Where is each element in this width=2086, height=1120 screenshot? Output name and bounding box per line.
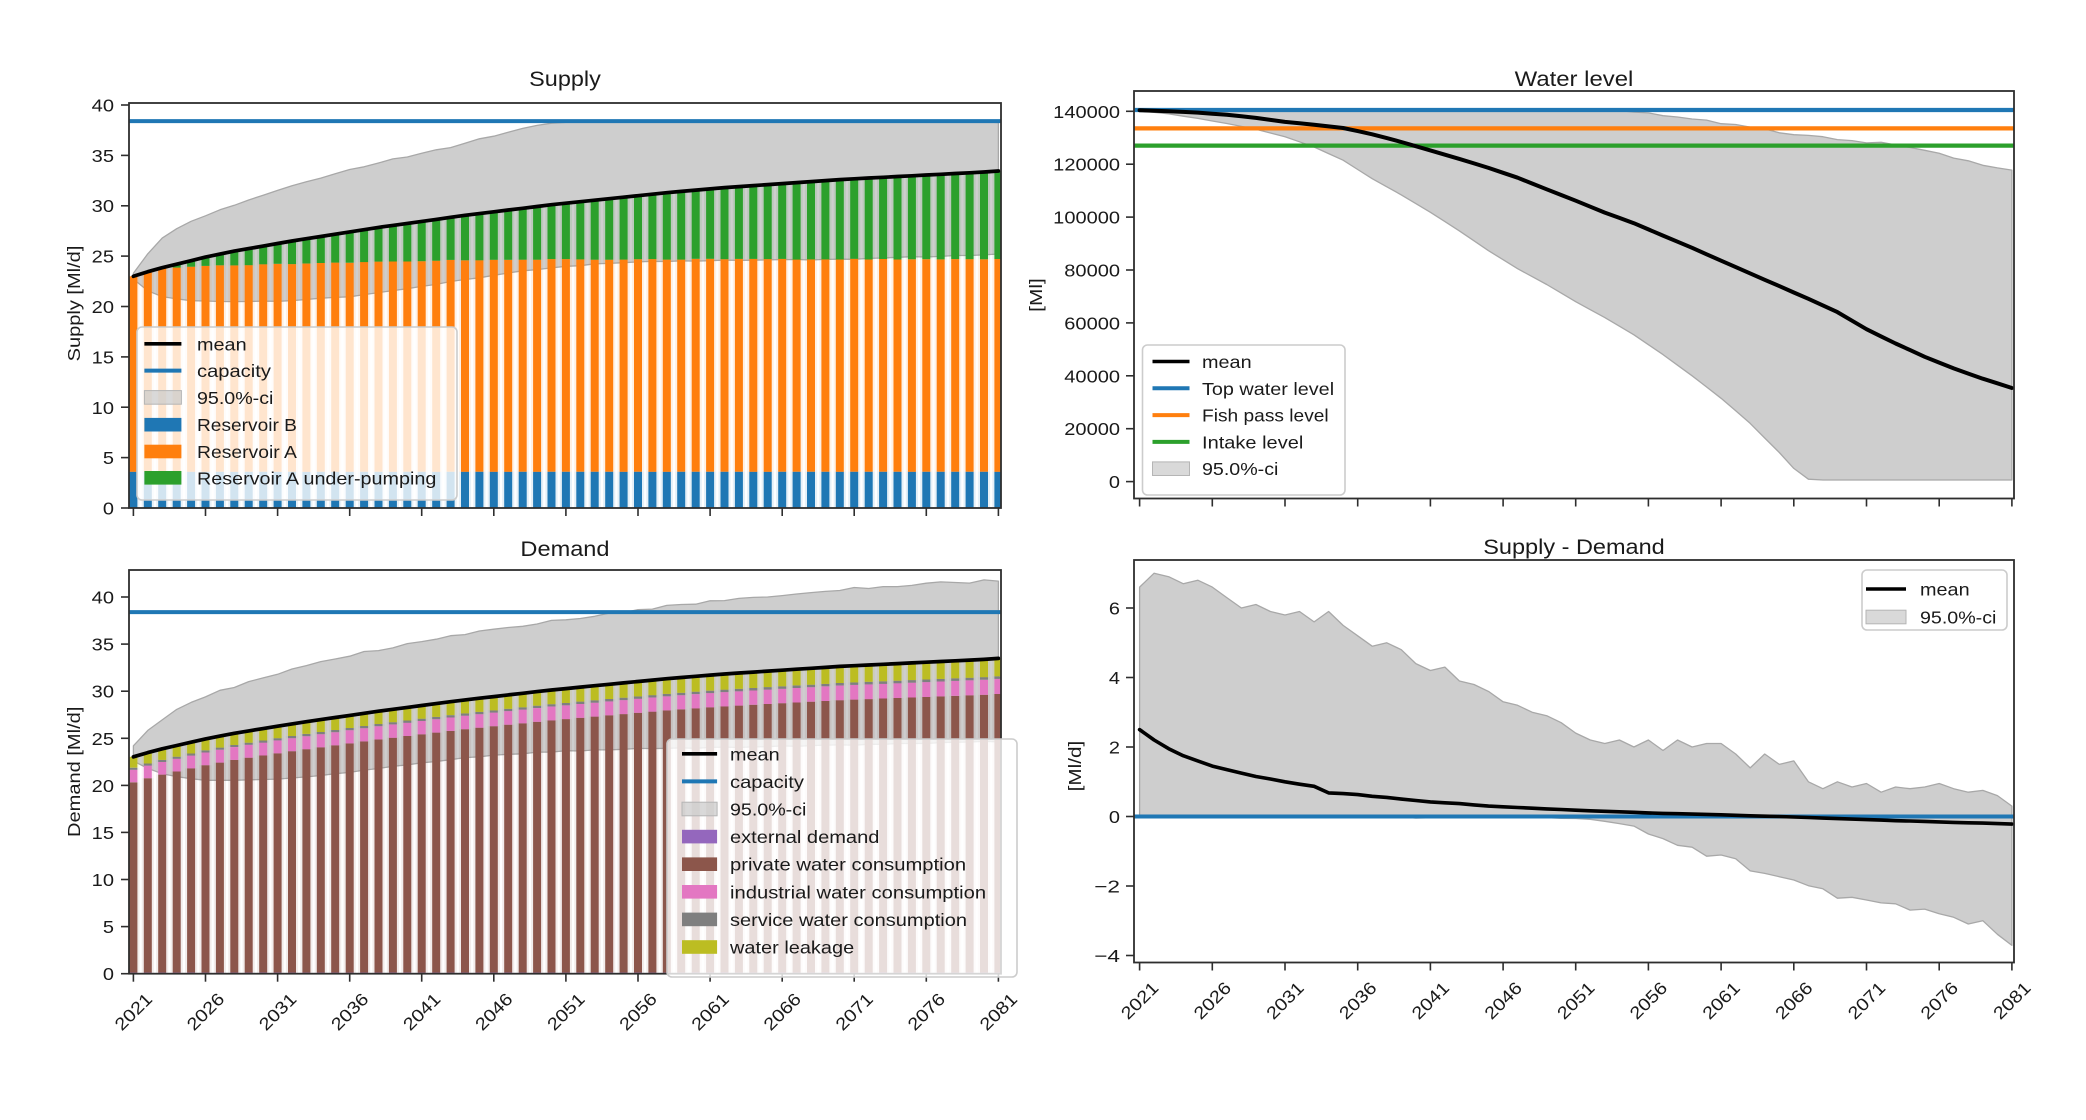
svg-text:mean: mean	[1920, 580, 1970, 600]
svg-text:industrial water consumption: industrial water consumption	[730, 882, 986, 902]
svg-text:60000: 60000	[1064, 313, 1120, 333]
svg-text:Water level: Water level	[1515, 68, 1634, 91]
svg-text:40: 40	[92, 96, 115, 116]
svg-text:service water consumption: service water consumption	[730, 910, 967, 930]
svg-text:10: 10	[92, 398, 115, 418]
svg-text:Demand [Ml/d]: Demand [Ml/d]	[64, 707, 84, 837]
svg-text:20: 20	[92, 776, 115, 796]
svg-text:10: 10	[92, 870, 115, 890]
svg-text:private water consumption: private water consumption	[730, 855, 966, 875]
svg-text:Demand: Demand	[520, 538, 609, 561]
svg-text:mean: mean	[197, 334, 247, 354]
svg-text:Supply: Supply	[529, 68, 601, 91]
svg-text:30: 30	[92, 682, 115, 702]
svg-text:95.0%-ci: 95.0%-ci	[1920, 608, 1996, 628]
svg-text:15: 15	[92, 347, 114, 367]
svg-text:95.0%-ci: 95.0%-ci	[197, 388, 273, 408]
svg-text:40000: 40000	[1064, 366, 1120, 386]
svg-text:15: 15	[92, 823, 114, 843]
svg-text:4: 4	[1109, 668, 1120, 688]
svg-text:mean: mean	[1202, 352, 1252, 372]
svg-text:35: 35	[92, 146, 114, 166]
svg-text:0: 0	[1109, 472, 1120, 492]
svg-text:external demand: external demand	[730, 827, 879, 847]
svg-text:5: 5	[103, 448, 114, 468]
svg-text:Fish pass level: Fish pass level	[1202, 406, 1329, 426]
svg-text:20: 20	[92, 297, 115, 317]
svg-text:80000: 80000	[1064, 261, 1120, 281]
svg-text:25: 25	[92, 247, 114, 267]
svg-text:0: 0	[103, 964, 114, 984]
svg-text:40: 40	[92, 588, 115, 608]
svg-text:−2: −2	[1094, 877, 1120, 897]
svg-text:mean: mean	[730, 744, 780, 764]
svg-text:95.0%-ci: 95.0%-ci	[730, 800, 806, 820]
svg-text:100000: 100000	[1053, 208, 1120, 228]
svg-text:Intake level: Intake level	[1202, 432, 1303, 452]
svg-text:2: 2	[1109, 738, 1120, 758]
svg-text:95.0%-ci: 95.0%-ci	[1202, 459, 1278, 479]
svg-text:capacity: capacity	[197, 361, 271, 381]
svg-text:water leakage: water leakage	[729, 938, 854, 958]
svg-text:0: 0	[103, 499, 114, 519]
svg-text:−4: −4	[1094, 946, 1120, 966]
svg-text:25: 25	[92, 729, 114, 749]
svg-text:120000: 120000	[1053, 155, 1120, 175]
svg-text:Reservoir A: Reservoir A	[197, 442, 297, 462]
svg-text:0: 0	[1109, 807, 1120, 827]
svg-text:[Ml]: [Ml]	[1026, 278, 1046, 312]
svg-text:Supply [Ml/d]: Supply [Ml/d]	[64, 246, 84, 362]
svg-text:20000: 20000	[1064, 419, 1120, 439]
svg-text:140000: 140000	[1053, 102, 1120, 122]
svg-text:6: 6	[1109, 599, 1120, 619]
svg-text:Supply - Demand: Supply - Demand	[1483, 536, 1665, 559]
svg-text:30: 30	[92, 196, 115, 216]
svg-text:Reservoir A under-pumping: Reservoir A under-pumping	[197, 468, 436, 488]
svg-text:[Ml/d]: [Ml/d]	[1065, 741, 1085, 792]
svg-text:35: 35	[92, 635, 114, 655]
svg-text:capacity: capacity	[730, 772, 804, 792]
svg-text:Reservoir B: Reservoir B	[197, 415, 297, 435]
svg-text:Top water level: Top water level	[1202, 379, 1334, 399]
svg-text:5: 5	[103, 917, 114, 937]
